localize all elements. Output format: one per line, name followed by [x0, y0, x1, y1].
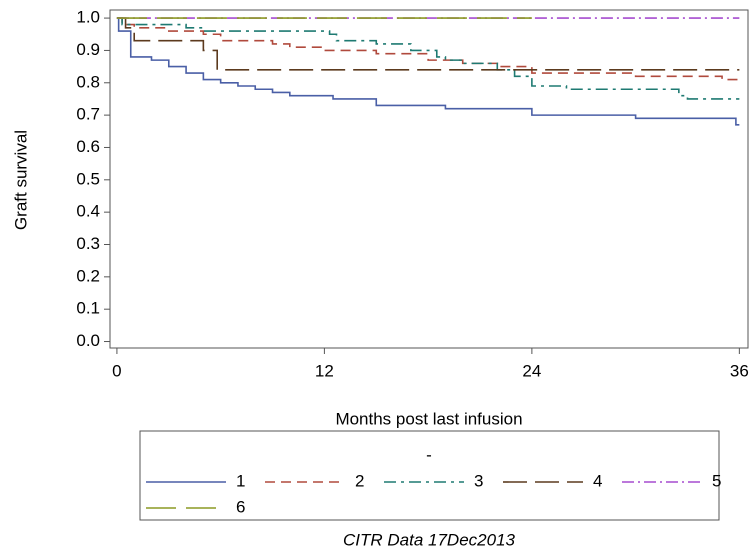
x-tick-label: 36	[730, 361, 749, 380]
x-axis-label: Months post last infusion	[335, 409, 522, 428]
y-tick-label: 0.9	[76, 40, 100, 59]
survival-line	[116, 17, 740, 81]
legend-label: 1	[236, 471, 245, 490]
y-tick-label: 0.0	[76, 331, 100, 350]
y-tick-label: 0.6	[76, 137, 100, 156]
x-tick-label: 0	[112, 361, 121, 380]
y-axis-label: Graft survival	[11, 130, 30, 230]
y-tick-label: 0.5	[76, 169, 100, 188]
plot-frame	[109, 9, 749, 349]
footnote: CITR Data 17Dec2013	[343, 530, 516, 549]
legend-box	[139, 430, 720, 521]
y-tick-label: 0.2	[76, 266, 100, 285]
y-tick-label: 0.1	[76, 299, 100, 318]
survival-line	[116, 17, 740, 71]
legend-label: 4	[593, 471, 602, 490]
x-tick-label: 24	[522, 361, 541, 380]
legend-label: 2	[355, 471, 364, 490]
legend-label: 3	[474, 471, 483, 490]
legend-title: -	[426, 445, 432, 464]
survival-line	[116, 17, 740, 126]
y-tick-label: 0.7	[76, 105, 100, 124]
y-tick-label: 0.3	[76, 234, 100, 253]
survival-line	[116, 17, 740, 100]
y-tick-label: 0.8	[76, 72, 100, 91]
legend-label: 6	[236, 497, 245, 516]
x-tick-label: 12	[315, 361, 334, 380]
legend-label: 5	[712, 471, 721, 490]
y-tick-label: 0.4	[76, 202, 100, 221]
y-tick-label: 1.0	[76, 8, 100, 27]
